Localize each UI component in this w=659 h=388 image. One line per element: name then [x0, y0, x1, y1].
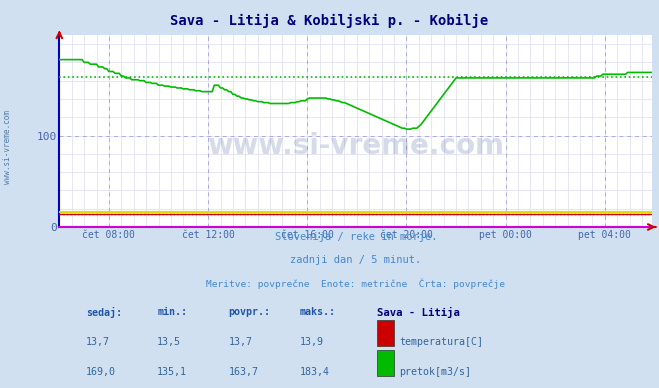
Text: 163,7: 163,7 — [229, 367, 258, 377]
Text: www.si-vreme.com: www.si-vreme.com — [3, 111, 13, 184]
Text: 13,9: 13,9 — [300, 337, 324, 347]
Text: 169,0: 169,0 — [86, 367, 116, 377]
Text: min.:: min.: — [158, 307, 187, 317]
Text: 13,5: 13,5 — [158, 337, 181, 347]
Text: Meritve: povprečne  Enote: metrične  Črta: povprečje: Meritve: povprečne Enote: metrične Črta:… — [206, 279, 505, 289]
Text: www.si-vreme.com: www.si-vreme.com — [208, 132, 504, 160]
Text: maks.:: maks.: — [300, 307, 335, 317]
Text: 135,1: 135,1 — [158, 367, 187, 377]
Text: 13,7: 13,7 — [86, 337, 110, 347]
Text: 13,7: 13,7 — [229, 337, 252, 347]
Text: Slovenija / reke in morje.: Slovenija / reke in morje. — [275, 232, 437, 242]
Text: pretok[m3/s]: pretok[m3/s] — [399, 367, 471, 377]
Text: temperatura[C]: temperatura[C] — [399, 337, 483, 347]
Text: Sava - Litija: Sava - Litija — [377, 307, 459, 318]
Text: 183,4: 183,4 — [300, 367, 330, 377]
Text: Sava - Litija & Kobiljski p. - Kobilje: Sava - Litija & Kobiljski p. - Kobilje — [171, 14, 488, 28]
Bar — [377, 320, 394, 346]
Text: povpr.:: povpr.: — [229, 307, 270, 317]
Text: zadnji dan / 5 minut.: zadnji dan / 5 minut. — [290, 255, 422, 265]
Bar — [377, 350, 394, 376]
Text: sedaj:: sedaj: — [86, 307, 122, 318]
